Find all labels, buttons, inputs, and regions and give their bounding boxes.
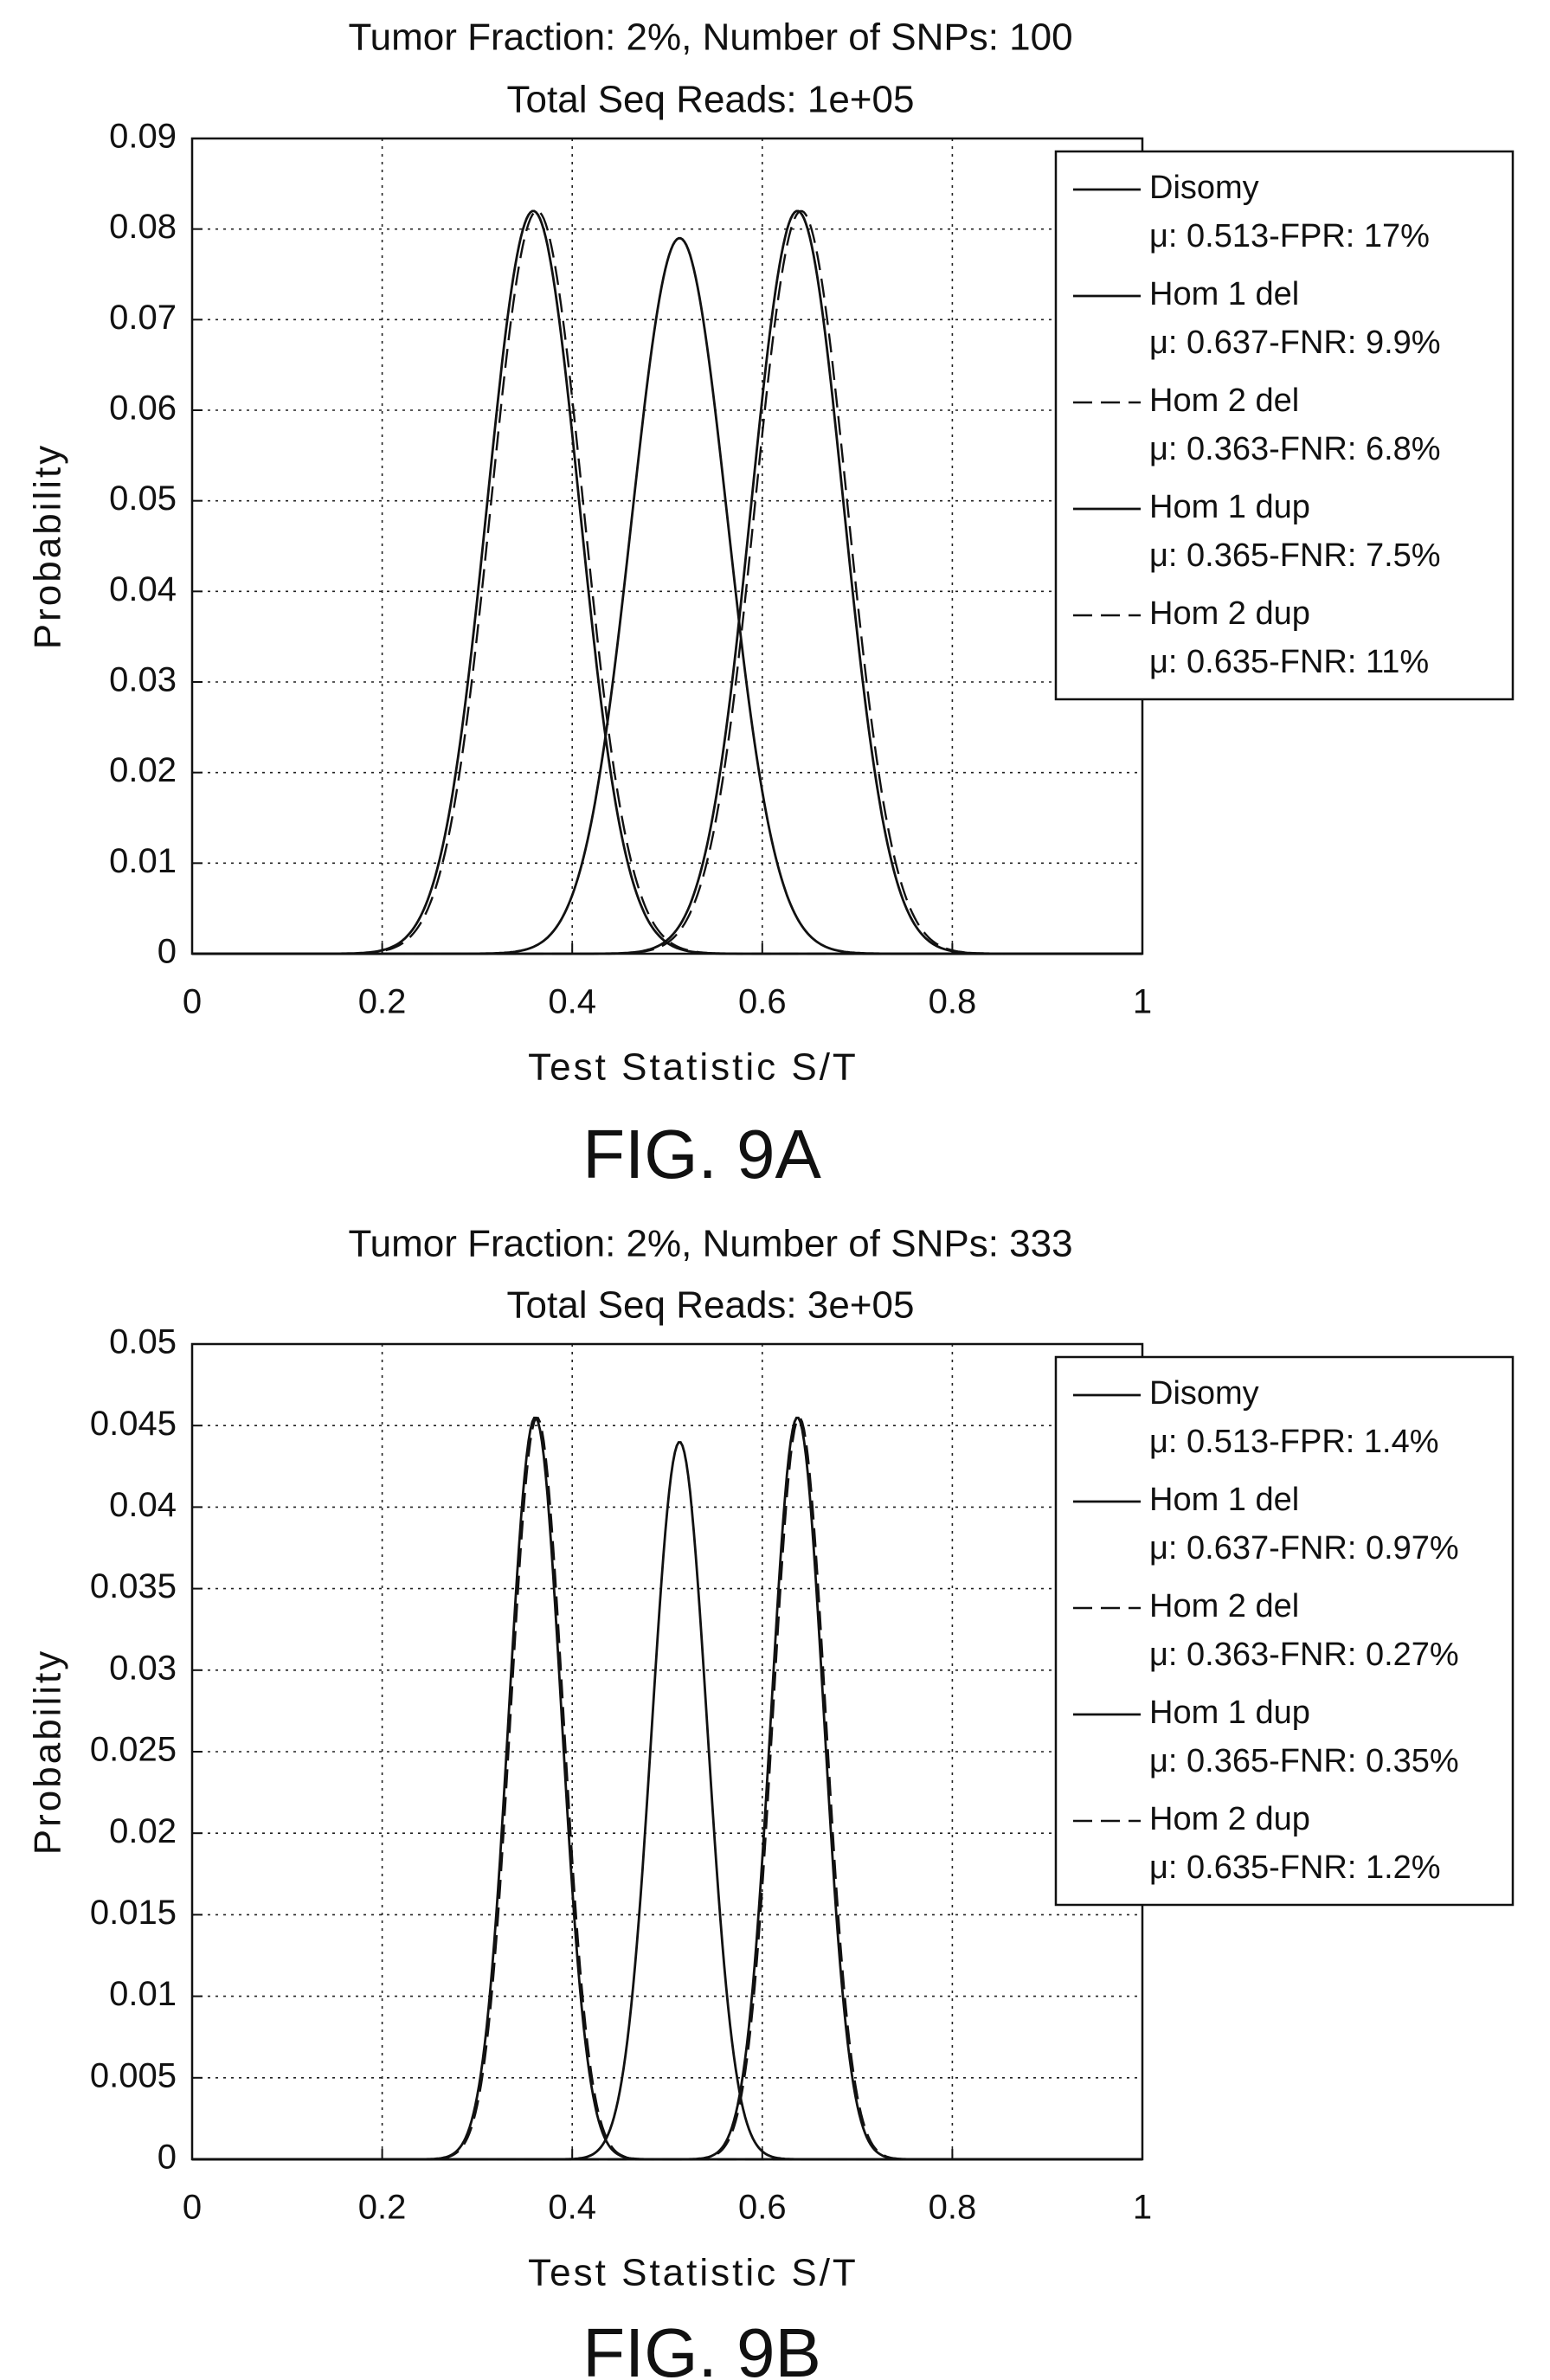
chart-9b: Tumor Fraction: 2%, Number of SNPs: 333 T… <box>27 1223 1515 2380</box>
legend-entry-detail: μ: 0.363-FNR: 0.27% <box>1149 1637 1459 1673</box>
legend-entry-name: Hom 2 del <box>1149 383 1299 419</box>
legend-entry-name: Hom 1 del <box>1149 1482 1299 1518</box>
legend-box <box>1054 1355 1515 1907</box>
y-tick-label: 0.025 <box>90 1731 177 1769</box>
y-tick-label: 0.03 <box>109 661 177 699</box>
series-line-hom-2-del <box>192 1417 1142 2161</box>
figure-label: FIG. 9A <box>582 1116 821 1193</box>
y-tick-label: 0 <box>158 933 177 971</box>
x-tick-label: 0.8 <box>929 2189 977 2227</box>
legend: Disomy μ: 0.513-FPR: 17% Hom 1 del μ: 0.637… <box>1054 150 1515 701</box>
legend-entry-detail: μ: 0.365-FNR: 0.35% <box>1149 1743 1459 1779</box>
chart-subtitle: Total Seq Reads: 1e+05 <box>507 79 915 121</box>
x-tick-label: 0.4 <box>548 2189 596 2227</box>
y-tick-label: 0.09 <box>109 118 177 156</box>
y-axis-label: Probability <box>27 443 69 649</box>
legend-entry-detail: μ: 0.513-FPR: 17% <box>1149 218 1430 254</box>
y-tick-label: 0.03 <box>109 1649 177 1687</box>
legend-box <box>1054 150 1515 701</box>
series-line-hom-1-del <box>192 209 1142 955</box>
chart-title: Tumor Fraction: 2%, Number of SNPs: 100 <box>348 16 1072 59</box>
series-line-hom-2-del <box>192 209 1142 955</box>
y-tick-label: 0.04 <box>109 1486 177 1524</box>
legend-entry-name: Hom 1 dup <box>1149 1695 1310 1731</box>
series-line-disomy <box>192 236 1142 955</box>
legend-entry-detail: μ: 0.635-FNR: 11% <box>1149 644 1429 680</box>
legend-entry-name: Hom 1 del <box>1149 276 1299 312</box>
chart-9a: Tumor Fraction: 2%, Number of SNPs: 100 T… <box>27 16 1515 1193</box>
y-tick-label: 0.05 <box>109 1323 177 1361</box>
y-tick-label: 0.02 <box>109 751 177 789</box>
x-axis-label: Test Statistic S/T <box>528 2252 859 2294</box>
y-tick-label: 0.01 <box>109 842 177 880</box>
legend-entry-detail: μ: 0.637-FNR: 9.9% <box>1149 325 1441 361</box>
legend-entry-name: Hom 1 dup <box>1149 489 1310 525</box>
y-tick-label: 0.02 <box>109 1812 177 1850</box>
x-tick-label: 0 <box>183 2189 202 2227</box>
chart-title: Tumor Fraction: 2%, Number of SNPs: 333 <box>348 1223 1072 1265</box>
x-tick-label: 0 <box>183 983 202 1021</box>
series-line-hom-1-dup <box>192 1416 1142 2161</box>
legend-entry-detail: μ: 0.513-FPR: 1.4% <box>1149 1424 1439 1460</box>
legend: Disomy μ: 0.513-FPR: 1.4% Hom 1 del μ: 0.63… <box>1054 1355 1515 1907</box>
series-line-hom-2-dup <box>192 1417 1142 2161</box>
y-tick-label: 0 <box>158 2139 177 2177</box>
legend-entry-detail: μ: 0.363-FNR: 6.8% <box>1149 431 1441 467</box>
x-tick-label: 0.4 <box>548 983 596 1021</box>
legend-entry-detail: μ: 0.635-FNR: 1.2% <box>1149 1849 1441 1886</box>
y-tick-label: 0.045 <box>90 1405 177 1443</box>
x-tick-label: 1 <box>1133 2189 1152 2227</box>
legend-entry-name: Disomy <box>1149 1375 1259 1412</box>
legend-entry-detail: μ: 0.637-FNR: 0.97% <box>1149 1530 1459 1566</box>
x-tick-label: 0.6 <box>738 983 787 1021</box>
legend-entry-name: Hom 2 dup <box>1149 595 1310 632</box>
y-tick-label: 0.04 <box>109 570 177 608</box>
y-axis-label: Probability <box>27 1649 69 1855</box>
y-tick-label: 0.05 <box>109 479 177 518</box>
y-tick-label: 0.015 <box>90 1894 177 1932</box>
y-tick-label: 0.08 <box>109 208 177 246</box>
chart-subtitle: Total Seq Reads: 3e+05 <box>507 1284 915 1327</box>
series-line-hom-1-dup <box>192 209 1142 955</box>
x-tick-label: 1 <box>1133 983 1152 1021</box>
x-tick-label: 0.8 <box>929 983 977 1021</box>
legend-entry-detail: μ: 0.365-FNR: 7.5% <box>1149 537 1441 574</box>
series-line-hom-2-dup <box>192 209 1142 955</box>
y-tick-label: 0.07 <box>109 299 177 337</box>
legend-entry-name: Disomy <box>1149 170 1259 206</box>
series-line-disomy <box>192 1441 1142 2161</box>
x-tick-label: 0.6 <box>738 2189 787 2227</box>
x-axis-label: Test Statistic S/T <box>528 1046 859 1089</box>
y-tick-label: 0.01 <box>109 1975 177 2013</box>
figure-label: FIG. 9B <box>582 2314 821 2380</box>
x-tick-label: 0.2 <box>358 983 407 1021</box>
y-tick-label: 0.035 <box>90 1567 177 1605</box>
legend-entry-name: Hom 2 dup <box>1149 1801 1310 1837</box>
y-tick-label: 0.06 <box>109 389 177 428</box>
x-tick-label: 0.2 <box>358 2189 407 2227</box>
series-line-hom-1-del <box>192 1416 1142 2161</box>
y-tick-label: 0.005 <box>90 2056 177 2094</box>
legend-entry-name: Hom 2 del <box>1149 1588 1299 1624</box>
